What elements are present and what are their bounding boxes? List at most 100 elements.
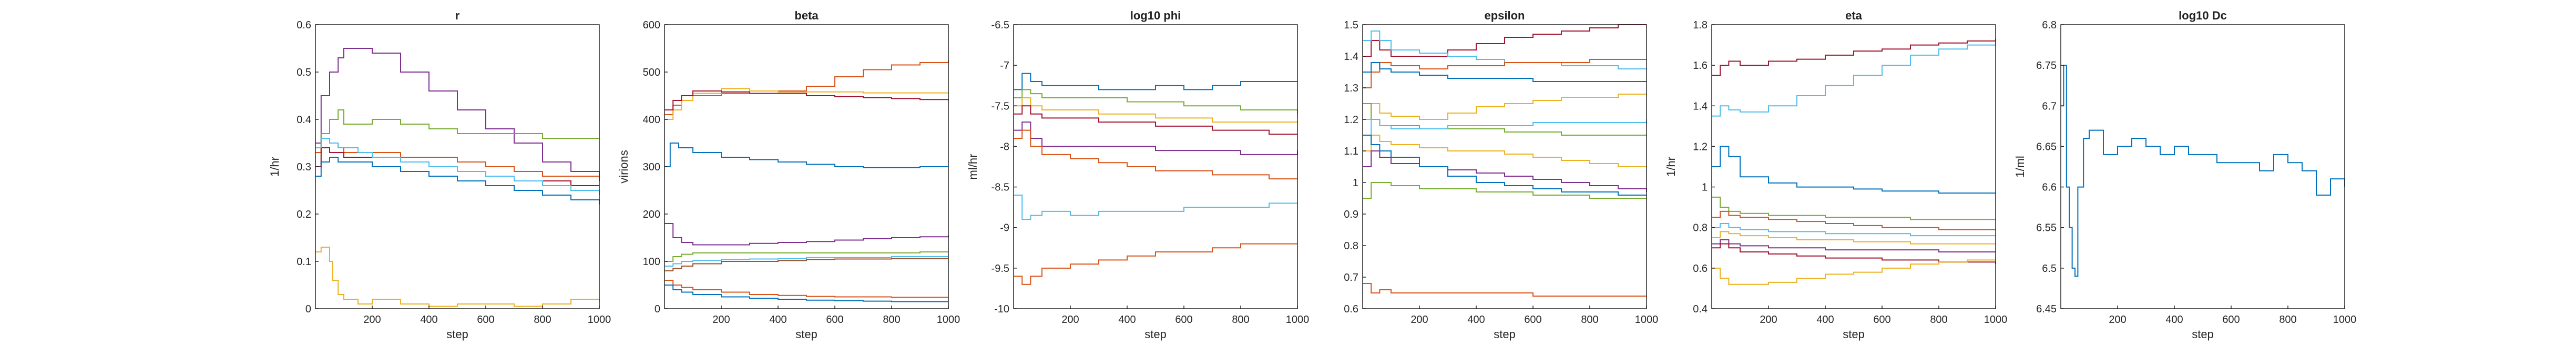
series-line-2-4 xyxy=(1014,121,1298,155)
series-line-2-3 xyxy=(1014,105,1297,135)
y-tick-label: 0.3 xyxy=(297,161,311,173)
y-tick-label: 0.8 xyxy=(1693,222,1708,234)
series-line-4-4 xyxy=(1712,210,1996,230)
x-tick-label: 200 xyxy=(712,314,730,326)
subplot-3: 200 400 600 800 1000 0.6 0.7 0.8 0.9 1 1.1 1.2 1.3 1.… xyxy=(1344,9,1658,341)
y-tick-label: -7.5 xyxy=(991,100,1009,112)
x-tick-label: 600 xyxy=(477,314,494,326)
x-tick-label: 800 xyxy=(1581,314,1598,326)
series-line-2-1 xyxy=(1014,89,1298,114)
series-line-5-0 xyxy=(2061,65,2345,277)
axes-frame xyxy=(1362,24,1647,309)
y-tick-label: 400 xyxy=(643,114,660,126)
y-tick-label: -6.5 xyxy=(991,19,1009,31)
y-tick-label: 6.7 xyxy=(2042,100,2057,112)
series-line-4-1 xyxy=(1712,40,1996,117)
chart-title: beta xyxy=(794,9,819,22)
x-tick-label: 200 xyxy=(2109,314,2126,326)
x-tick-label: 800 xyxy=(883,314,900,326)
y-axis-label: 1/hr xyxy=(1664,157,1678,177)
y-tick-label: 600 xyxy=(643,19,660,31)
series-line-1-0 xyxy=(665,60,949,115)
y-tick-label: 1.6 xyxy=(1693,60,1708,72)
y-tick-label: 6.75 xyxy=(2036,60,2057,72)
subplot-2: 200 400 600 800 1000 -10 -9.5 -9 -8.5 -8 -7.5 -7 -6.… xyxy=(966,9,1309,341)
x-tick-label: 200 xyxy=(363,314,381,326)
y-tick-label: 6.45 xyxy=(2036,303,2057,315)
series-line-0-4 xyxy=(315,138,600,195)
series-line-3-5 xyxy=(1363,103,1647,136)
y-tick-label: 0 xyxy=(305,303,311,315)
y-tick-label: 500 xyxy=(643,67,660,78)
x-axis-label: step xyxy=(1144,328,1167,341)
series-line-2-5 xyxy=(1014,129,1297,180)
x-tick-label: 600 xyxy=(1175,314,1192,326)
subplot-1: 200 400 600 800 1000 0 100 200 300 400 500 600 beta s… xyxy=(617,9,960,341)
y-tick-label: -9 xyxy=(1000,222,1009,234)
series-line-4-2 xyxy=(1712,146,1996,194)
series-line-4-6 xyxy=(1712,231,1996,245)
series-line-4-7 xyxy=(1712,239,1996,252)
x-tick-label: 1000 xyxy=(1286,314,1310,326)
y-tick-label: 0.5 xyxy=(297,67,311,78)
x-axis-label: step xyxy=(446,328,468,341)
x-tick-label: 800 xyxy=(534,314,551,326)
x-tick-label: 600 xyxy=(1524,314,1541,326)
y-tick-label: 0.9 xyxy=(1344,209,1358,220)
x-tick-label: 1000 xyxy=(588,314,611,326)
y-tick-label: 1.2 xyxy=(1344,114,1358,126)
series-line-3-8 xyxy=(1363,150,1647,192)
series-line-1-3 xyxy=(665,143,948,168)
series-line-3-6 xyxy=(1363,119,1647,136)
x-axis-label: step xyxy=(2192,328,2214,341)
series-line-3-3 xyxy=(1363,62,1647,82)
y-tick-label: 0.6 xyxy=(297,19,311,31)
y-tick-label: 0.1 xyxy=(297,256,311,268)
y-tick-label: 0.6 xyxy=(1344,303,1358,315)
series-line-3-0 xyxy=(1363,24,1647,57)
series-line-1-8 xyxy=(665,280,948,298)
y-axis-label: virions xyxy=(617,150,630,184)
series-line-4-3 xyxy=(1712,196,1996,220)
series-line-2-0 xyxy=(1014,73,1297,90)
y-tick-label: -9.5 xyxy=(991,263,1009,275)
series-line-1-6 xyxy=(665,256,948,267)
series-line-3-9 xyxy=(1363,135,1647,196)
series-line-1-4 xyxy=(665,223,949,246)
x-tick-label: 1000 xyxy=(2333,314,2357,326)
x-axis-label: step xyxy=(1494,328,1516,341)
y-tick-label: 6.8 xyxy=(2042,19,2057,31)
chart-title: r xyxy=(455,9,460,22)
axes-frame xyxy=(1013,24,1298,309)
x-tick-label: 600 xyxy=(2222,314,2240,326)
x-tick-label: 400 xyxy=(769,314,786,326)
x-tick-label: 400 xyxy=(1816,314,1834,326)
series-line-1-7 xyxy=(665,258,948,271)
x-tick-label: 1000 xyxy=(937,314,960,326)
x-axis-label: step xyxy=(795,328,817,341)
y-tick-label: 1.2 xyxy=(1693,141,1708,153)
series-line-4-0 xyxy=(1712,39,1996,76)
series-line-0-0 xyxy=(315,48,600,181)
x-tick-label: 200 xyxy=(1061,314,1079,326)
x-tick-label: 400 xyxy=(420,314,437,326)
axes-frame xyxy=(1711,24,1996,309)
chart-title: log10 Dc xyxy=(2179,9,2227,22)
y-tick-label: 100 xyxy=(643,256,660,268)
y-tick-label: 1.5 xyxy=(1344,19,1358,31)
y-tick-label: 1.1 xyxy=(1344,146,1358,157)
y-tick-label: 0.8 xyxy=(1344,240,1358,252)
x-tick-label: 400 xyxy=(1118,314,1136,326)
series-line-2-2 xyxy=(1014,97,1297,123)
y-tick-label: 1 xyxy=(1353,177,1358,189)
x-tick-label: 1000 xyxy=(1984,314,2008,326)
x-tick-label: 200 xyxy=(1410,314,1428,326)
subplot-5: 200 400 600 800 1000 6.45 6.5 6.55 6.6 6.65 6.7 6.7… xyxy=(2013,9,2356,341)
series-line-4-8 xyxy=(1712,243,1996,265)
y-tick-label: 200 xyxy=(643,209,660,220)
series-line-3-2 xyxy=(1363,59,1647,88)
y-tick-label: 300 xyxy=(643,161,660,173)
x-tick-label: 600 xyxy=(1873,314,1890,326)
x-tick-label: 400 xyxy=(1467,314,1485,326)
